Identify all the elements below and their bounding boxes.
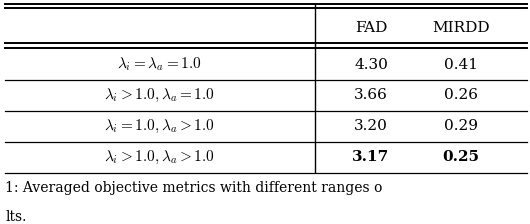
- Text: $\lambda_i = \lambda_a = 1.0$: $\lambda_i = \lambda_a = 1.0$: [117, 56, 201, 73]
- Text: FAD: FAD: [355, 21, 387, 35]
- Text: 0.41: 0.41: [444, 58, 478, 71]
- Text: 0.25: 0.25: [443, 150, 480, 164]
- Text: $\lambda_i > 1.0, \lambda_a > 1.0$: $\lambda_i > 1.0, \lambda_a > 1.0$: [103, 149, 215, 166]
- Text: MIRDD: MIRDD: [432, 21, 490, 35]
- Text: 1: Averaged objective metrics with different ranges o: 1: Averaged objective metrics with diffe…: [5, 181, 383, 195]
- Text: $\lambda_i > 1.0, \lambda_a = 1.0$: $\lambda_i > 1.0, \lambda_a = 1.0$: [103, 87, 215, 104]
- Text: $\lambda_i = 1.0, \lambda_a > 1.0$: $\lambda_i = 1.0, \lambda_a > 1.0$: [103, 118, 215, 135]
- Text: 0.29: 0.29: [444, 119, 478, 133]
- Text: 3.17: 3.17: [352, 150, 390, 164]
- Text: lts.: lts.: [5, 210, 26, 224]
- Text: 4.30: 4.30: [354, 58, 388, 71]
- Text: 3.20: 3.20: [354, 119, 388, 133]
- Text: 0.26: 0.26: [444, 88, 478, 102]
- Text: 3.66: 3.66: [354, 88, 388, 102]
